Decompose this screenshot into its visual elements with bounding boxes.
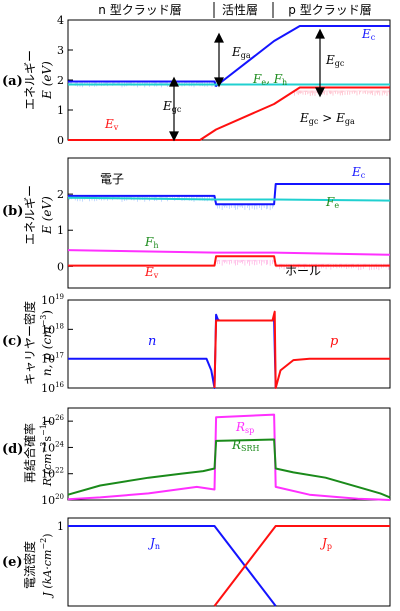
panel-a-ylabel-var: E (eV) bbox=[40, 61, 54, 100]
panel-e-series bbox=[68, 525, 390, 607]
panel-c-ylabel-jp: キャリヤー密度 bbox=[22, 301, 37, 385]
ytick-label: 1 bbox=[57, 224, 64, 237]
panel-d: (d) 再結合確率 R (cm−3s−1) 1020 1022 1024 1026 R… bbox=[2, 407, 391, 507]
e-label-Jn: Jn bbox=[147, 536, 160, 551]
e-label-Jp: Jp bbox=[319, 536, 332, 551]
series-line-fh bbox=[67, 249, 391, 256]
b-label-Ec: Ec bbox=[351, 165, 366, 180]
b-label-hole: ホール bbox=[285, 264, 321, 278]
panel-b-label: (b) bbox=[2, 204, 23, 219]
a-label-inequality: Egc > Ega bbox=[299, 111, 355, 126]
series-line-rsrh bbox=[67, 438, 391, 499]
panel-e-ylabel-jp: 電流密度 bbox=[22, 541, 37, 589]
panel-d-ylabel-jp: 再結合確率 bbox=[22, 423, 37, 483]
a-label-Ega: Ega bbox=[231, 45, 251, 60]
b-label-Fh: Fh bbox=[144, 235, 158, 250]
a-label-Fe-Fh: Fe, Fh bbox=[252, 72, 287, 87]
series-line-rsp bbox=[67, 413, 391, 501]
ytick-label: 1018 bbox=[41, 322, 64, 336]
a-label-Egc-right: Egc bbox=[325, 53, 345, 68]
series-line-p bbox=[213, 310, 390, 389]
series-line-ev bbox=[68, 86, 390, 141]
series-line-n bbox=[68, 313, 277, 389]
panel-d-label: (d) bbox=[2, 442, 23, 457]
panel-b-series bbox=[67, 183, 391, 271]
region-p-cladding: p 型クラッド層 bbox=[288, 3, 371, 17]
ytick-label: 2 bbox=[57, 188, 64, 201]
ytick-label: 3 bbox=[57, 44, 64, 57]
b-label-electron: 電子 bbox=[100, 172, 124, 186]
ytick-label: 2 bbox=[57, 74, 64, 87]
panel-a-ylabel-jp: エネルギー bbox=[23, 50, 37, 110]
d-label-Rsp: Rsp bbox=[235, 420, 254, 435]
panel-e-ylabel-var: J (kA·cm−2) bbox=[39, 534, 54, 599]
series-line-jn bbox=[68, 525, 277, 607]
b-label-Fe: Fe bbox=[325, 195, 339, 210]
panel-d-yticks: 1020 1022 1024 1026 bbox=[41, 414, 73, 507]
ytick-label: 1024 bbox=[41, 440, 64, 454]
panel-b-ylabel-jp: エネルギー bbox=[23, 185, 37, 245]
a-label-Ec: Ec bbox=[361, 27, 376, 42]
panel-b-frame bbox=[67, 157, 391, 289]
panel-a-label: (a) bbox=[2, 74, 23, 89]
a-arrows bbox=[169, 28, 325, 142]
a-label-Ev: Ev bbox=[104, 117, 119, 132]
panel-c-yticks: 1016 1017 1018 1019 bbox=[41, 293, 73, 395]
d-label-Rsrh: RSRH bbox=[231, 438, 260, 453]
c-label-p: p bbox=[330, 334, 339, 349]
panel-a-series bbox=[67, 25, 390, 141]
ytick-label: 0 bbox=[57, 134, 64, 147]
panel-e-label: (e) bbox=[2, 555, 23, 570]
panel-c-label: (c) bbox=[2, 334, 22, 349]
ytick-label: 1 bbox=[57, 104, 64, 117]
series-line-jp bbox=[213, 525, 390, 607]
series-line-ev bbox=[68, 255, 390, 267]
panel-e: (e) 電流密度 J (kA·cm−2) 1 Jn Jp bbox=[2, 517, 391, 607]
series-line-ec bbox=[68, 25, 390, 87]
region-active: 活性層 bbox=[222, 3, 258, 17]
region-header: n 型クラッド層 活性層 p 型クラッド層 bbox=[98, 2, 372, 18]
panel-d-frame bbox=[67, 407, 391, 501]
ytick-label: 0 bbox=[57, 260, 64, 273]
series-line-ec bbox=[68, 183, 390, 206]
b-label-Ev: Ev bbox=[144, 265, 159, 280]
region-n-cladding: n 型クラッド層 bbox=[98, 3, 181, 17]
panel-e-frame bbox=[67, 517, 391, 607]
ytick-label: 1022 bbox=[41, 467, 64, 481]
panel-c-series bbox=[68, 310, 390, 389]
ytick-label: 1 bbox=[57, 520, 64, 533]
a-label-Egc-left: Egc bbox=[162, 99, 182, 114]
panel-c-frame bbox=[67, 299, 391, 389]
ytick-label: 1019 bbox=[41, 293, 64, 307]
panel-b: (b) エネルギー E (eV) 0 1 2 電子 ホール Ec Fe Fh Ev bbox=[2, 157, 391, 289]
panel-d-ylabel-var: R (cm−3s−1) bbox=[39, 420, 54, 487]
ytick-label: 1020 bbox=[41, 493, 64, 507]
panel-b-yticks: 0 1 2 bbox=[57, 188, 73, 273]
ytick-label: 1017 bbox=[41, 352, 64, 366]
panel-c-ylabel-var: n, p (cm−3) bbox=[39, 310, 54, 376]
panel-d-series bbox=[67, 413, 391, 501]
c-label-n: n bbox=[148, 334, 156, 349]
panel-b-ylabel-var: E (eV) bbox=[40, 196, 54, 235]
panel-a: (a) エネルギー E (eV) 0 1 2 3 4 Ec Ev Ega Egc Egc… bbox=[2, 14, 391, 147]
panel-c: (c) キャリヤー密度 n, p (cm−3) 1016 1017 1018 1019… bbox=[2, 293, 391, 395]
ytick-label: 4 bbox=[57, 14, 64, 27]
series-line-fe bbox=[67, 196, 391, 202]
ytick-label: 1026 bbox=[41, 414, 64, 428]
ytick-label: 1016 bbox=[41, 381, 64, 395]
